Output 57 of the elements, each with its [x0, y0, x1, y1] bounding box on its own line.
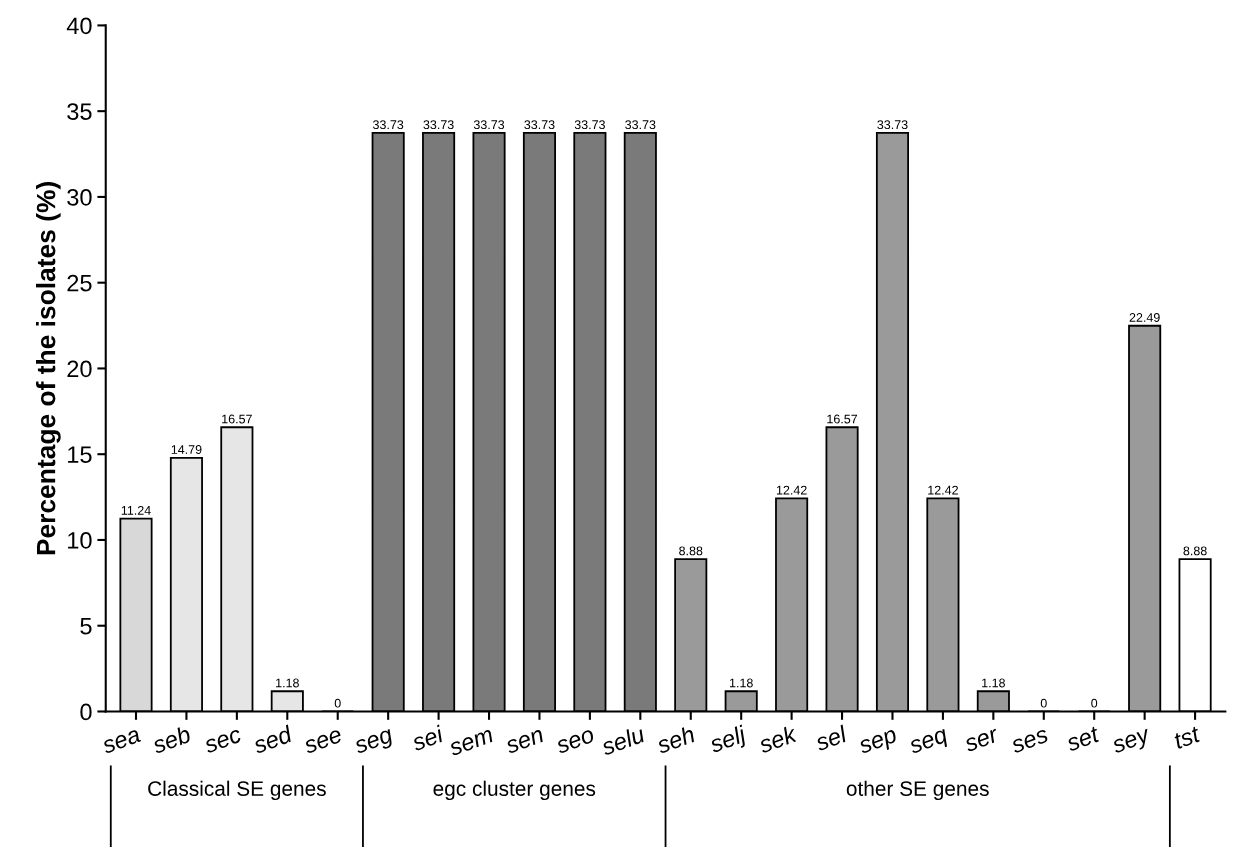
x-tick-label: sen — [505, 729, 545, 754]
y-tick-label: 25 — [67, 274, 92, 292]
data-label: 11.24 — [121, 505, 151, 515]
x-tick-label: sei — [410, 724, 446, 752]
y-tick-label: 5 — [80, 618, 92, 635]
data-label: 12.42 — [776, 485, 807, 495]
x-tick-label: set — [1065, 726, 1101, 752]
x-tick-label: tst — [1173, 726, 1202, 750]
text: other SE genes — [846, 780, 989, 801]
data-label: 1.18 — [729, 678, 753, 688]
x-tick-label: sek — [757, 724, 799, 754]
data-label: 0 — [1091, 698, 1098, 708]
x-tick-label: sed — [251, 724, 294, 754]
y-tick-label: 10 — [68, 532, 92, 549]
y-tick-label: 35 — [67, 103, 92, 120]
data-label: 33.73 — [423, 120, 454, 130]
x-tick-label: seq — [908, 728, 951, 759]
data-label: 14.79 — [171, 445, 202, 454]
x-tick-label: sea — [101, 729, 142, 754]
data-label: 12.42 — [928, 485, 958, 495]
y-tick-label: 30 — [67, 189, 92, 206]
y-tick-label: 20 — [67, 360, 92, 378]
data-label: 1.18 — [276, 678, 299, 688]
data-label: 33.73 — [473, 120, 505, 130]
x-tick-label: seo — [555, 729, 596, 754]
data-label: 33.73 — [524, 120, 555, 130]
text: egc cluster genes — [433, 780, 596, 801]
x-tick-label: seh — [655, 725, 696, 754]
y-tick-label: 0 — [80, 703, 92, 721]
data-label: 1.18 — [982, 678, 1005, 688]
x-tick-label: selu — [599, 724, 646, 756]
data-label: 16.57 — [827, 414, 858, 424]
data-label: 33.73 — [373, 120, 404, 130]
data-label: 8.88 — [679, 546, 703, 556]
data-label: 33.73 — [574, 120, 605, 130]
data-label: 33.73 — [625, 120, 656, 130]
x-tick-label: sey — [1111, 728, 1154, 758]
x-tick-label: selj — [707, 724, 750, 758]
data-label: 0 — [334, 698, 341, 708]
y-axis-title: Percentage of the isolates (%) — [36, 182, 61, 555]
x-tick-label: see — [303, 729, 343, 754]
data-label: 33.73 — [877, 120, 908, 130]
x-tick-label: sep — [858, 729, 900, 759]
x-tick-label: sec — [203, 728, 243, 754]
data-label: 0 — [1040, 698, 1047, 708]
y-tick-label: 15 — [68, 446, 92, 463]
x-tick-label: sel — [813, 724, 849, 752]
x-tick-label: sem — [448, 729, 494, 757]
data-label: 8.88 — [1183, 546, 1207, 556]
x-tick-label: ser — [964, 728, 1001, 753]
data-label: 22.49 — [1129, 313, 1160, 322]
text: Classical SE genes — [148, 780, 326, 801]
x-tick-label: seb — [150, 724, 192, 754]
y-tick-label: 40 — [66, 17, 92, 35]
data-label: 16.57 — [222, 414, 252, 424]
x-tick-label: seg — [353, 728, 396, 759]
x-tick-label: ses — [1010, 728, 1050, 754]
